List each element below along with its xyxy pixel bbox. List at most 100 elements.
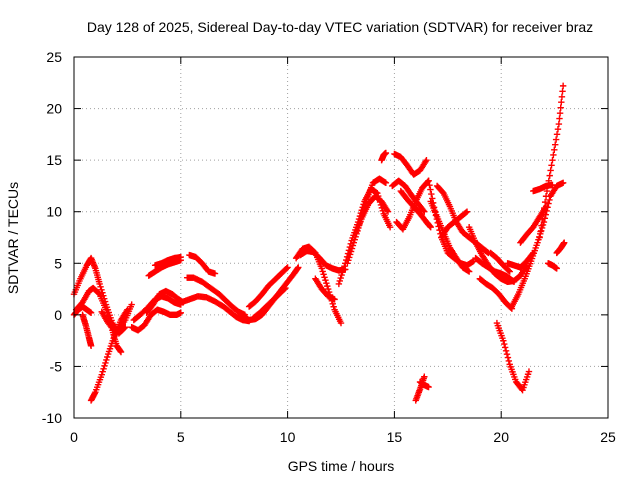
data-point (554, 126, 562, 133)
data-point (96, 280, 103, 288)
series-arc-39 (493, 319, 533, 394)
data-point (98, 371, 105, 378)
data-point (465, 268, 473, 275)
data-point (501, 344, 509, 351)
data-point (545, 177, 553, 184)
series-arc-41 (508, 179, 567, 310)
data-point (338, 271, 345, 279)
data-point (337, 274, 344, 282)
data-point (341, 263, 348, 270)
data-point (553, 265, 560, 272)
data-point (534, 239, 541, 246)
x-tick-label: 25 (600, 429, 616, 445)
x-tick-label: 5 (177, 429, 185, 445)
data-point (502, 347, 510, 355)
data-point (421, 208, 428, 215)
data-point (427, 223, 434, 231)
data-point (177, 253, 184, 261)
data-point (556, 115, 563, 122)
series-arc-37 (476, 275, 516, 312)
series-arc-2 (72, 284, 125, 356)
series-arc-29 (412, 373, 428, 404)
series-arc-24 (378, 149, 390, 164)
x-tick-label: 20 (493, 429, 509, 445)
data-point (284, 264, 291, 271)
series-arc-20 (312, 275, 338, 303)
series-arc-28 (389, 177, 428, 215)
data-point (427, 186, 434, 193)
data-point (97, 283, 104, 291)
data-point (542, 193, 550, 200)
data-point (421, 373, 428, 380)
data-point (117, 348, 125, 356)
data-point (384, 208, 392, 215)
data-point (553, 131, 561, 138)
data-point (382, 149, 390, 157)
data-point (546, 196, 553, 204)
chart-title: Day 128 of 2025, Sidereal Day-to-day VTE… (87, 19, 593, 35)
data-point (330, 303, 337, 310)
data-point (382, 179, 390, 187)
data-point (283, 265, 290, 272)
data-point (552, 136, 560, 143)
y-tick-label: 25 (46, 49, 62, 65)
data-point (557, 104, 564, 111)
data-point (351, 236, 358, 243)
data-point (87, 309, 95, 316)
data-point (543, 187, 551, 195)
series-arc-12 (186, 251, 219, 277)
data-point (463, 208, 471, 215)
data-point (541, 198, 549, 206)
data-point (538, 222, 545, 229)
data-point (510, 278, 518, 286)
data-point (506, 268, 513, 275)
data-point (339, 268, 346, 276)
data-point (345, 257, 352, 264)
y-tick-label: 0 (54, 307, 62, 323)
data-point (98, 286, 105, 294)
series-arc-14 (177, 293, 253, 325)
series-arc-36 (472, 254, 518, 286)
data-point (99, 368, 106, 375)
data-point (558, 99, 565, 106)
data-point (559, 82, 567, 90)
series-arc-27 (397, 187, 434, 231)
data-point (103, 356, 110, 364)
data-point (546, 172, 553, 179)
x-tick-label: 0 (70, 429, 78, 445)
y-tick-label: 15 (46, 152, 62, 168)
data-point (320, 271, 327, 278)
data-point (551, 146, 558, 154)
data-point (423, 156, 430, 164)
y-axis-label: SDTVAR / TECUs (5, 182, 21, 294)
series-arc-11 (151, 253, 184, 269)
data-point (550, 151, 557, 159)
data-point (104, 353, 111, 361)
data-point (386, 223, 394, 231)
data-point (344, 260, 351, 267)
data-point (103, 309, 111, 316)
data-point (323, 279, 330, 287)
y-tick-label: -10 (42, 410, 62, 426)
data-point (336, 277, 343, 285)
data-point (318, 265, 325, 272)
series-arc-30 (416, 378, 432, 391)
data-point (348, 245, 356, 252)
data-point (324, 285, 332, 293)
data-point (559, 179, 567, 187)
data-point (544, 182, 552, 190)
series-arc-33 (433, 182, 492, 257)
data-point (335, 280, 343, 288)
series-arc-25 (391, 150, 430, 178)
x-axis-label: GPS time / hours (288, 458, 395, 474)
data-point (525, 368, 533, 375)
data-point (350, 239, 358, 246)
data-point (555, 120, 563, 128)
data-point (500, 337, 507, 344)
data-point (501, 340, 508, 348)
data-point (505, 267, 513, 274)
series-arc-4 (79, 311, 95, 349)
data-point (331, 296, 338, 303)
data-point (509, 277, 517, 285)
